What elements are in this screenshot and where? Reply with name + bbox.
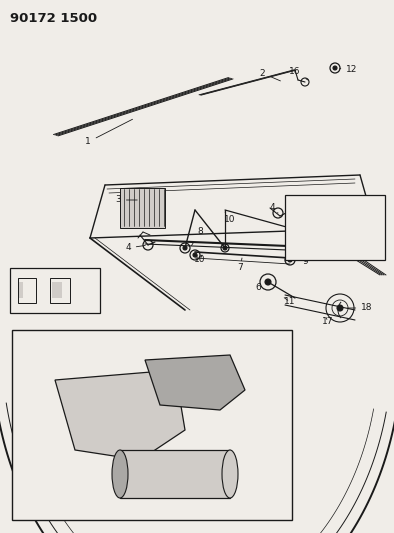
Text: 9: 9 [295, 257, 308, 266]
Circle shape [288, 228, 292, 232]
Text: 10: 10 [224, 212, 236, 224]
Circle shape [152, 372, 158, 378]
Bar [285, 195, 385, 260]
Circle shape [146, 453, 150, 457]
Text: 15: 15 [347, 214, 357, 222]
Text: 9: 9 [24, 303, 30, 312]
Bar [52, 282, 57, 298]
Circle shape [242, 371, 246, 375]
Text: 6: 6 [255, 282, 268, 293]
Circle shape [192, 397, 198, 403]
Circle shape [223, 246, 227, 250]
Circle shape [333, 66, 337, 70]
Bar [10, 268, 100, 313]
Bar [50, 278, 70, 303]
Text: 5: 5 [358, 254, 373, 262]
Text: 24: 24 [178, 489, 196, 497]
Text: 8: 8 [191, 228, 203, 246]
Text: 11: 11 [284, 297, 296, 306]
Circle shape [343, 226, 347, 230]
Bar [12, 330, 292, 520]
Text: 3: 3 [115, 196, 137, 205]
Text: 20: 20 [246, 358, 264, 372]
Circle shape [193, 253, 197, 257]
Text: 22: 22 [144, 358, 158, 373]
Ellipse shape [112, 450, 128, 498]
Circle shape [183, 246, 187, 250]
Bar [19, 282, 23, 298]
Circle shape [227, 471, 233, 477]
Text: 25: 25 [194, 387, 206, 400]
Text: 90172 1500: 90172 1500 [10, 12, 97, 25]
Text: 17: 17 [322, 318, 334, 327]
Text: 16: 16 [289, 68, 308, 80]
Text: 4: 4 [125, 244, 145, 253]
Circle shape [337, 305, 343, 311]
Ellipse shape [222, 450, 238, 498]
Text: 10: 10 [54, 303, 66, 312]
Bar [57, 282, 62, 298]
Text: 1: 1 [85, 119, 132, 147]
Text: 14: 14 [321, 203, 331, 212]
Text: 2: 2 [259, 69, 281, 81]
Text: 18: 18 [348, 303, 373, 312]
Circle shape [46, 406, 50, 410]
Text: 23: 23 [145, 446, 164, 455]
Text: 10: 10 [194, 255, 206, 264]
Polygon shape [145, 355, 245, 410]
Bar [120, 450, 230, 498]
Text: 4: 4 [269, 203, 278, 213]
Bar [120, 188, 165, 228]
Polygon shape [55, 370, 185, 460]
Circle shape [288, 258, 292, 262]
Text: 13: 13 [295, 204, 305, 213]
Bar [18, 278, 36, 303]
Text: 21: 21 [150, 454, 168, 463]
Circle shape [210, 359, 216, 365]
Text: 19: 19 [207, 341, 219, 355]
Text: 7: 7 [237, 258, 243, 272]
Circle shape [265, 279, 271, 285]
Text: 21: 21 [52, 384, 64, 402]
Text: 12: 12 [340, 66, 358, 75]
